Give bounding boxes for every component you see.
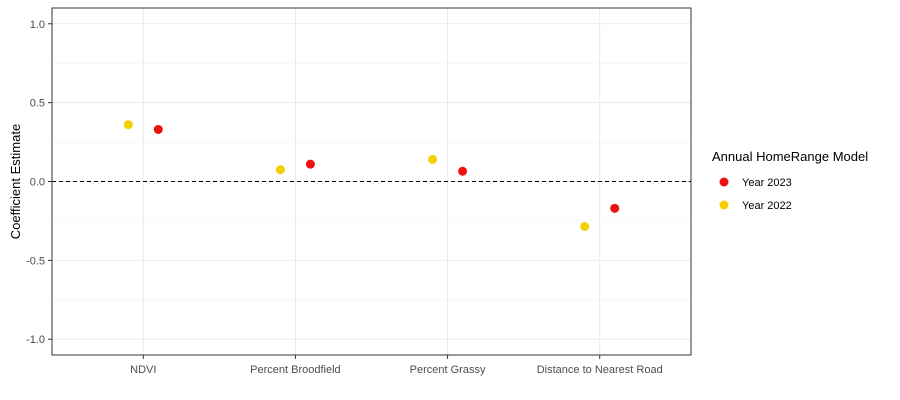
- data-point: [458, 166, 468, 176]
- data-point: [123, 120, 133, 130]
- data-point: [153, 124, 163, 134]
- data-point: [305, 159, 315, 169]
- y-tick-label: 1.0: [30, 19, 45, 31]
- legend-title: Annual HomeRange Model: [712, 149, 868, 164]
- data-point: [428, 154, 438, 164]
- y-tick-label: 0.0: [30, 177, 45, 189]
- x-tick-label: Distance to Nearest Road: [537, 364, 663, 376]
- x-axis: NDVI Percent Broodfield Percent Grassy Dist…: [130, 355, 663, 376]
- y-tick-label: 0.5: [30, 98, 45, 110]
- legend-label: Year 2023: [742, 177, 792, 189]
- y-axis: -1.0 -0.5 0.0 0.5 1.0: [26, 19, 52, 346]
- grid: [52, 8, 691, 355]
- y-tick-label: -0.5: [26, 255, 45, 267]
- data-point: [580, 221, 590, 231]
- data-points: [123, 120, 620, 231]
- legend: Annual HomeRange Model Year 2023 Year 202…: [712, 149, 868, 212]
- y-axis-title: Coefficient Estimate: [8, 124, 23, 239]
- x-tick-label: NDVI: [130, 364, 156, 376]
- legend-label: Year 2022: [742, 200, 792, 212]
- data-point: [275, 165, 285, 175]
- y-tick-label: -1.0: [26, 334, 45, 346]
- x-tick-label: Percent Grassy: [410, 364, 486, 376]
- legend-key: [719, 200, 729, 210]
- legend-key: [719, 177, 729, 187]
- data-point: [610, 203, 620, 213]
- x-tick-label: Percent Broodfield: [250, 364, 341, 376]
